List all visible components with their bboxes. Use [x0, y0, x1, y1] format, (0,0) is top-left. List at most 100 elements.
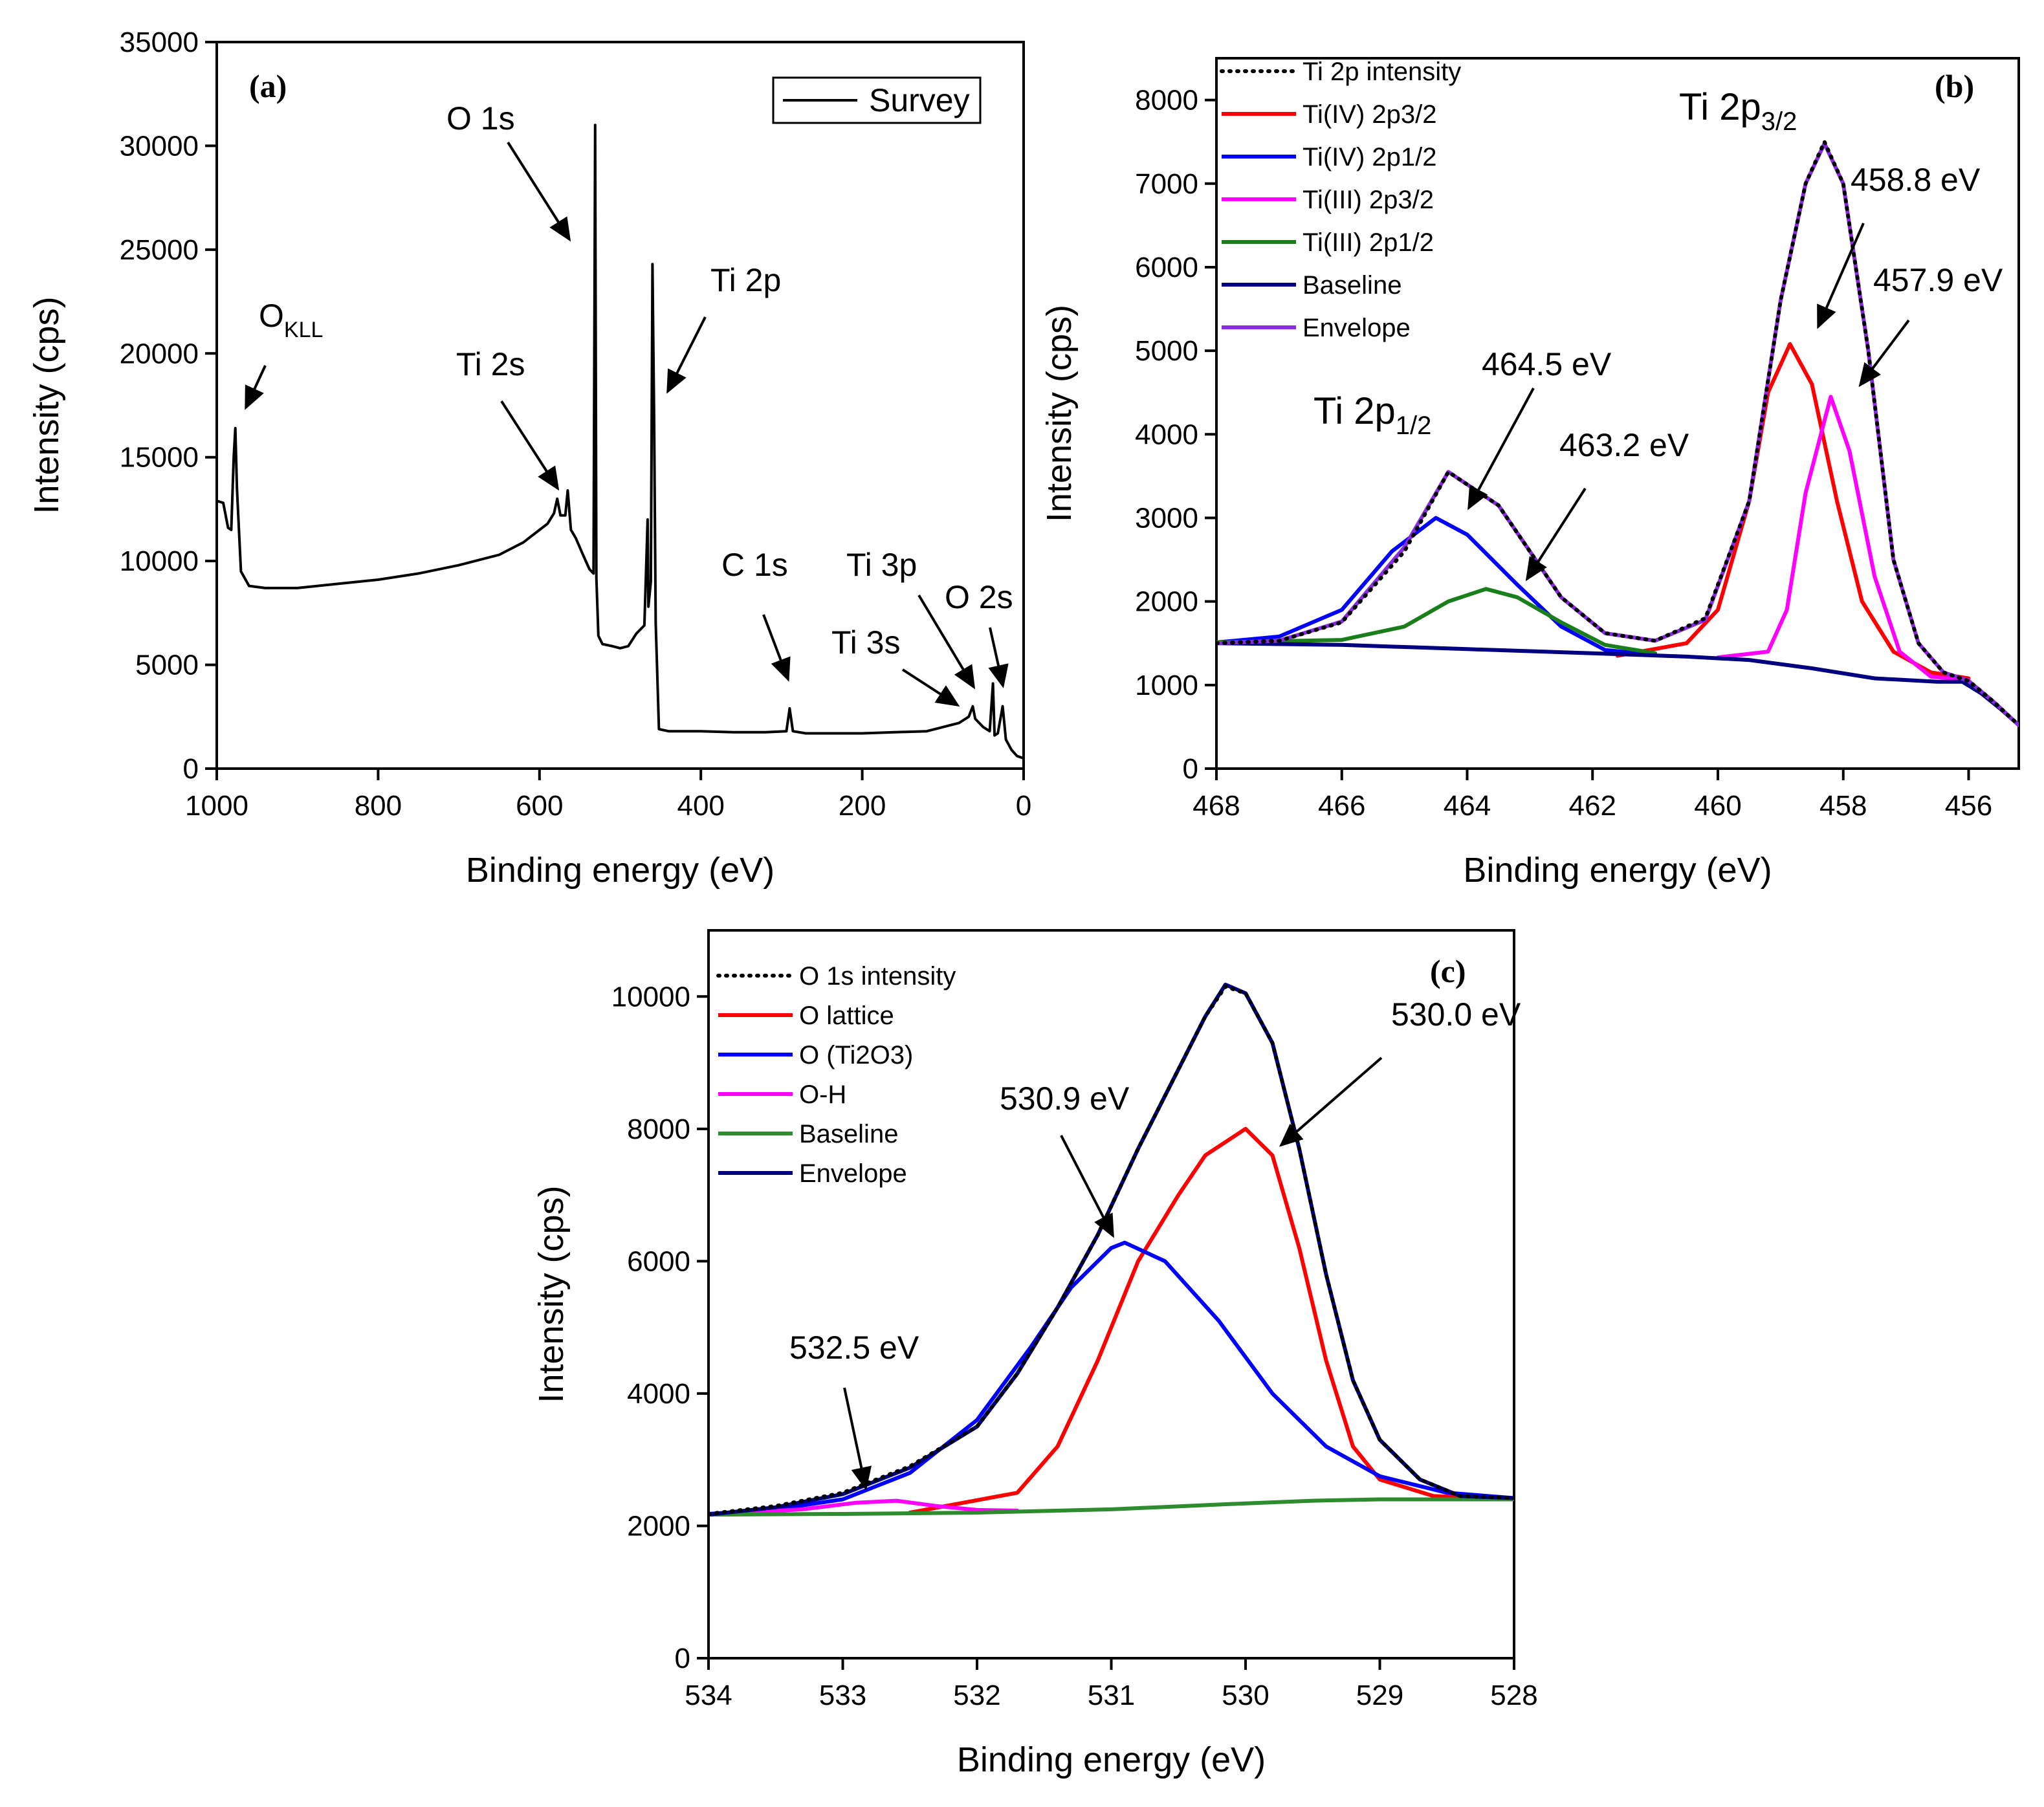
annotation-arrow [507, 141, 571, 242]
y-tick-label: 0 [1183, 753, 1198, 785]
annotation-arrow [762, 614, 791, 682]
x-tick-label: 0 [1016, 790, 1031, 822]
peak-annotation: 458.8 eV [1817, 162, 1981, 329]
x-tick-label: 531 [1088, 1680, 1135, 1711]
legend-entry: Ti 2p intensity [1302, 58, 1461, 86]
panel-label: (b) [1935, 68, 1974, 104]
x-tick-label: 400 [677, 790, 724, 822]
annotation-arrow [666, 316, 707, 394]
y-tick-label: 2000 [627, 1510, 690, 1542]
annotation-label: 532.5 eV [789, 1330, 919, 1366]
legend-entry: O-H [799, 1080, 846, 1109]
series-line-envelope [1216, 141, 2019, 727]
annotation-label: Ti 2p3/2 [1679, 86, 1797, 136]
annotation-arrow [901, 668, 960, 707]
x-tick-label: 462 [1569, 790, 1616, 822]
series-group [1216, 140, 2019, 727]
series-line-ti-iv-2p3-2 [1616, 342, 1971, 681]
peak-annotation: Ti 3s [831, 624, 960, 707]
annotation-label: O 2s [945, 579, 1013, 615]
x-tick-label: 458 [1819, 790, 1867, 822]
x-tick-label: 464 [1444, 790, 1491, 822]
y-tick-label: 10000 [120, 545, 199, 577]
annotation-label: Ti 2p [710, 262, 781, 298]
peak-annotation: C 1s [721, 547, 791, 682]
peak-annotation: Ti 3p [846, 547, 976, 690]
panel-a: 1000 800 600 400 200 005000100001500020000250… [27, 27, 1031, 890]
legend-entry: Ti(IV) 2p1/2 [1302, 143, 1436, 171]
y-tick-label: 6000 [1135, 252, 1198, 283]
annotation-label: Ti 2p1/2 [1313, 390, 1431, 440]
annotation-label: 463.2 eV [1559, 427, 1689, 463]
annotation-arrow [245, 365, 267, 410]
annotation-arrow [1467, 388, 1535, 510]
annotation-label: Ti 3p [846, 547, 917, 583]
annotation-label: C 1s [721, 547, 788, 583]
panel-c: 534 533 532 531 530 529 528 0 2000 4000 6000 8000 10… [532, 929, 1538, 1779]
x-tick-label: 468 [1192, 790, 1240, 822]
x-tick-label: 800 [355, 790, 402, 822]
x-tick-label: 528 [1490, 1680, 1537, 1711]
peak-annotation: O 2s [945, 579, 1013, 688]
x-tick-label: 1000 [185, 790, 248, 822]
y-tick-label: 5000 [1135, 335, 1198, 367]
plot-frame [707, 929, 1515, 1659]
x-tick-label: 529 [1356, 1680, 1403, 1711]
x-tick-label: 456 [1945, 790, 1992, 822]
y-tick-label: 4000 [1135, 419, 1198, 450]
series-line-baseline [709, 1497, 1514, 1517]
x-tick-label: 460 [1694, 790, 1741, 822]
annotation-arrow [918, 594, 976, 690]
annotation-label: Ti 3s [831, 624, 901, 661]
y-axis-title: Intensity (cps) [27, 296, 66, 514]
legend-entry: Ti(III) 2p3/2 [1302, 186, 1434, 214]
legend-entry: O lattice [799, 1002, 894, 1030]
legend: Survey [772, 76, 982, 124]
y-tick-label: 1000 [1135, 670, 1198, 701]
panel-label: (a) [249, 68, 287, 104]
panel-label: (c) [1430, 953, 1466, 989]
peak-annotation: 532.5 eV [789, 1330, 919, 1491]
y-tick-label: 10000 [611, 981, 690, 1013]
legend-entry: Survey [869, 82, 970, 118]
y-tick-label: 25000 [120, 234, 199, 266]
annotation-arrow [1279, 1057, 1383, 1147]
plot-frame [1215, 57, 2020, 770]
peak-annotation: OKLL [245, 298, 323, 410]
peak-annotation: Ti 2p [666, 262, 781, 394]
annotation-label: OKLL [259, 298, 323, 342]
legend: O 1s intensity O lattice O (Ti2O3) O-H Basel… [716, 962, 956, 1188]
x-tick-label: 533 [819, 1680, 866, 1711]
peak-annotation: 463.2 eV [1525, 427, 1689, 582]
annotation-arrow [1858, 319, 1910, 388]
x-tick-label: 534 [685, 1680, 732, 1711]
annotation-label: O 1s [446, 100, 515, 137]
y-tick-label: 3000 [1135, 502, 1198, 534]
peak-annotation: 464.5 eV [1467, 346, 1612, 510]
annotation-label: 458.8 eV [1851, 162, 1981, 198]
annotation-label: 530.9 eV [1000, 1080, 1130, 1117]
y-axis-title: Intensity (cps) [532, 1185, 571, 1403]
annotation-arrow [1060, 1135, 1114, 1238]
legend-entry: O 1s intensity [799, 962, 956, 991]
annotation-label: Ti 2s [456, 346, 525, 382]
peak-annotation: Ti 2p3/2 [1679, 86, 1797, 136]
x-axis-title: Binding energy (eV) [466, 851, 775, 890]
series-line-o-ti2o3 [709, 1240, 1514, 1516]
y-tick-label: 7000 [1135, 168, 1198, 200]
x-tick-label: 600 [516, 790, 563, 822]
y-tick-label: 8000 [1135, 85, 1198, 116]
annotation-label: 464.5 eV [1482, 346, 1612, 382]
x-tick-label: 466 [1318, 790, 1365, 822]
y-tick-label: 4000 [627, 1378, 690, 1410]
series-line-survey [217, 124, 1024, 760]
panel-b: 468 466 464 462 460 458 456 0 1000 2000 3000 4000 50… [1040, 57, 2020, 890]
series-line-o-lattice [908, 1126, 1514, 1515]
y-tick-label: 6000 [627, 1245, 690, 1277]
annotation-arrow [1817, 223, 1865, 329]
legend-entry: Envelope [1302, 314, 1411, 342]
peak-annotation: 530.0 eV [1279, 996, 1521, 1147]
legend-entry: Ti(III) 2p1/2 [1302, 228, 1434, 257]
y-axis-title: Intensity (cps) [1040, 305, 1079, 522]
